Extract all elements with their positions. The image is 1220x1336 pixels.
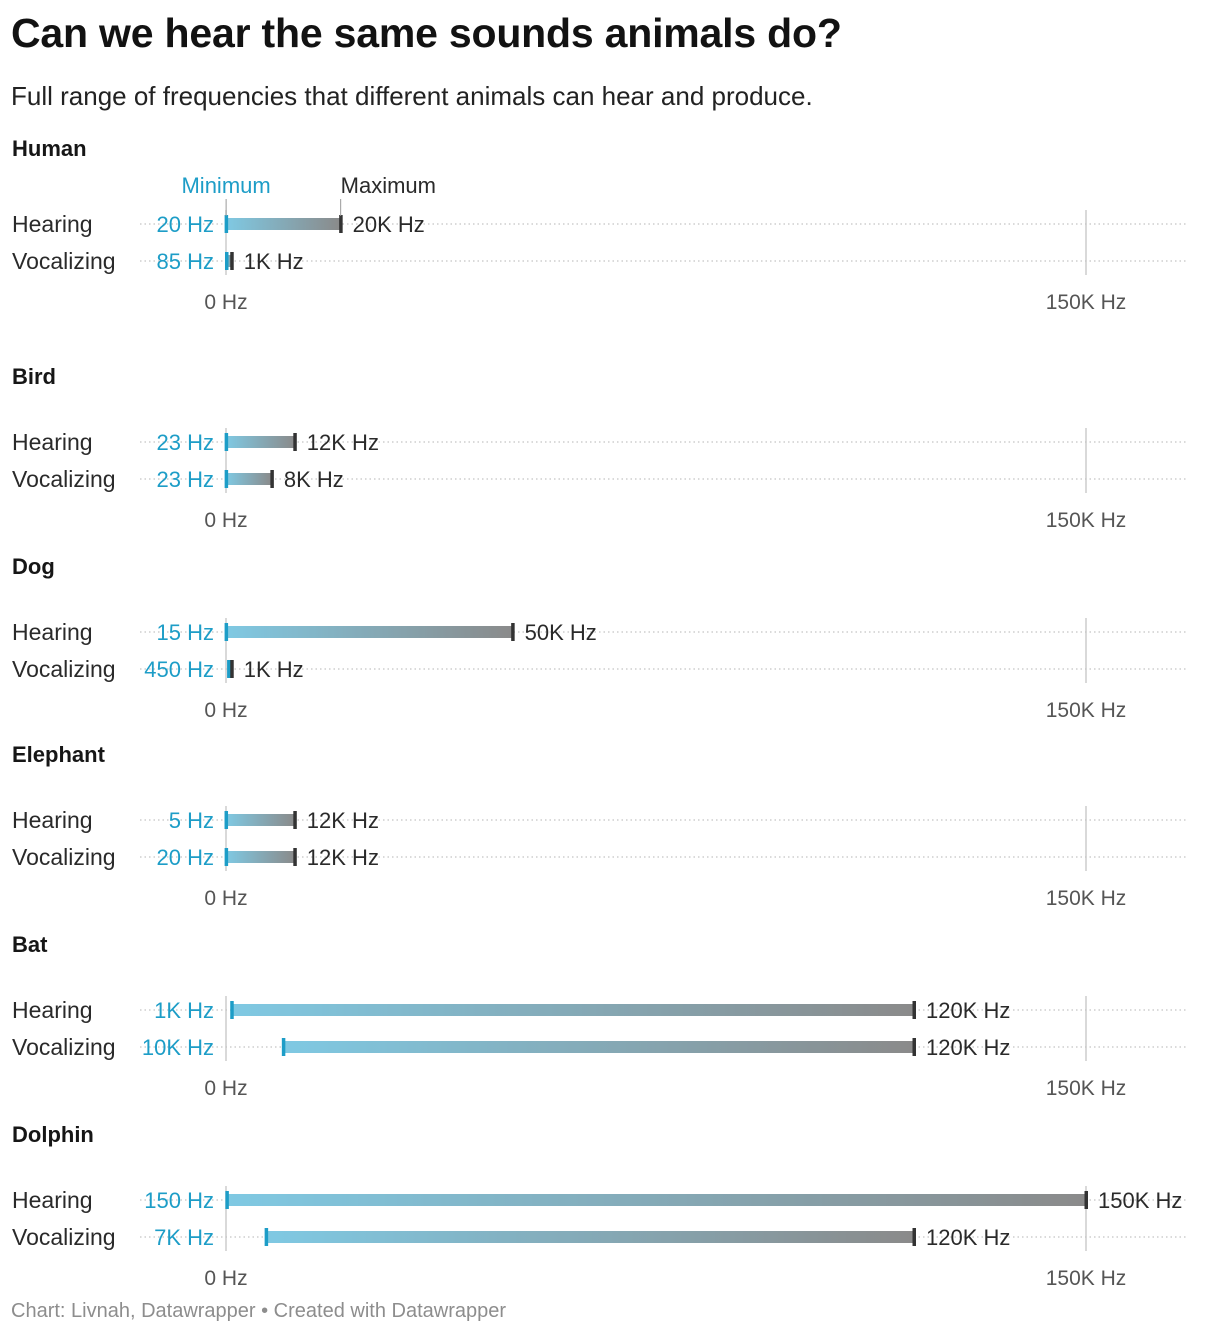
- max-marker: [293, 811, 297, 829]
- max-marker: [912, 1228, 916, 1246]
- range-bar: [226, 473, 272, 485]
- row-label-vocalizing: Vocalizing: [12, 656, 116, 682]
- min-marker: [281, 1038, 286, 1056]
- x-tick-label: 0 Hz: [204, 1077, 247, 1100]
- max-value-label: 150K Hz: [1098, 1188, 1182, 1213]
- max-value-label: 12K Hz: [307, 808, 379, 833]
- min-value-label: 20 Hz: [157, 212, 214, 237]
- min-marker: [224, 215, 229, 233]
- max-value-label: 120K Hz: [926, 1225, 1010, 1250]
- max-value-label: 120K Hz: [926, 998, 1010, 1023]
- row-label-hearing: Hearing: [12, 619, 93, 645]
- min-value-label: 20 Hz: [157, 845, 214, 870]
- range-bar: [226, 255, 232, 267]
- min-value-label: 85 Hz: [157, 249, 214, 274]
- row-label-hearing: Hearing: [12, 997, 93, 1023]
- x-tick-label: 150K Hz: [1046, 1267, 1127, 1290]
- x-tick-label: 150K Hz: [1046, 1077, 1127, 1100]
- min-value-label: 1K Hz: [154, 998, 214, 1023]
- group-title: Elephant: [12, 742, 106, 767]
- row-label-hearing: Hearing: [12, 807, 93, 833]
- x-tick-label: 0 Hz: [204, 291, 247, 314]
- range-bar: [226, 626, 513, 638]
- min-marker: [224, 433, 229, 451]
- group-title: Dolphin: [12, 1122, 94, 1147]
- range-bar: [226, 218, 341, 230]
- min-value-label: 150 Hz: [144, 1188, 214, 1213]
- range-bar: [226, 436, 295, 448]
- min-value-label: 23 Hz: [157, 430, 214, 455]
- max-value-label: 1K Hz: [244, 249, 304, 274]
- min-value-label: 5 Hz: [169, 808, 214, 833]
- max-marker: [1084, 1191, 1088, 1209]
- range-bar: [226, 814, 295, 826]
- min-value-label: 7K Hz: [154, 1225, 214, 1250]
- min-value-label: 15 Hz: [157, 620, 214, 645]
- x-tick-label: 150K Hz: [1046, 887, 1127, 910]
- x-tick-label: 0 Hz: [204, 887, 247, 910]
- row-label-vocalizing: Vocalizing: [12, 1224, 116, 1250]
- max-marker: [339, 215, 343, 233]
- max-marker: [912, 1038, 916, 1056]
- min-marker: [230, 1001, 234, 1019]
- x-tick-label: 150K Hz: [1046, 699, 1127, 722]
- chart-title: Can we hear the same sounds animals do?: [11, 10, 842, 56]
- range-bar: [266, 1231, 915, 1243]
- min-marker: [264, 1228, 269, 1246]
- x-tick-label: 0 Hz: [204, 509, 247, 532]
- chart-footer: Chart: Livnah, Datawrapper • Created wit…: [11, 1300, 507, 1322]
- max-marker: [293, 433, 297, 451]
- legend-minimum-label: Minimum: [181, 173, 270, 198]
- min-marker: [224, 623, 229, 641]
- range-bar: [283, 1041, 914, 1053]
- group-title: Bat: [12, 932, 48, 957]
- range-bar: [226, 1194, 1087, 1206]
- max-marker: [293, 848, 297, 866]
- max-marker: [230, 252, 234, 270]
- max-marker: [230, 660, 234, 678]
- max-marker: [912, 1001, 916, 1019]
- chart-subtitle: Full range of frequencies that different…: [11, 81, 813, 111]
- min-marker: [224, 252, 229, 270]
- x-tick-label: 150K Hz: [1046, 509, 1127, 532]
- row-label-hearing: Hearing: [12, 1187, 93, 1213]
- max-value-label: 120K Hz: [926, 1035, 1010, 1060]
- group-title: Dog: [12, 554, 55, 579]
- max-value-label: 8K Hz: [284, 467, 344, 492]
- legend-maximum-label: Maximum: [341, 173, 436, 198]
- min-marker: [224, 811, 229, 829]
- x-tick-label: 0 Hz: [204, 699, 247, 722]
- row-label-hearing: Hearing: [12, 429, 93, 455]
- range-bar: [226, 851, 295, 863]
- row-label-hearing: Hearing: [12, 211, 93, 237]
- group-title: Human: [12, 136, 87, 161]
- max-marker: [511, 623, 515, 641]
- min-marker: [227, 660, 231, 678]
- min-marker: [224, 848, 229, 866]
- min-marker: [224, 470, 229, 488]
- row-label-vocalizing: Vocalizing: [12, 844, 116, 870]
- x-tick-label: 150K Hz: [1046, 291, 1127, 314]
- min-value-label: 10K Hz: [142, 1035, 214, 1060]
- row-label-vocalizing: Vocalizing: [12, 248, 116, 274]
- range-bar: [231, 1004, 914, 1016]
- row-label-vocalizing: Vocalizing: [12, 466, 116, 492]
- max-value-label: 20K Hz: [353, 212, 425, 237]
- max-marker: [270, 470, 274, 488]
- min-value-label: 450 Hz: [144, 657, 214, 682]
- x-tick-label: 0 Hz: [204, 1267, 247, 1290]
- max-value-label: 12K Hz: [307, 845, 379, 870]
- max-value-label: 50K Hz: [525, 620, 597, 645]
- max-value-label: 1K Hz: [244, 657, 304, 682]
- min-value-label: 23 Hz: [157, 467, 214, 492]
- row-label-vocalizing: Vocalizing: [12, 1034, 116, 1060]
- max-value-label: 12K Hz: [307, 430, 379, 455]
- group-title: Bird: [12, 364, 56, 389]
- min-marker: [225, 1191, 229, 1209]
